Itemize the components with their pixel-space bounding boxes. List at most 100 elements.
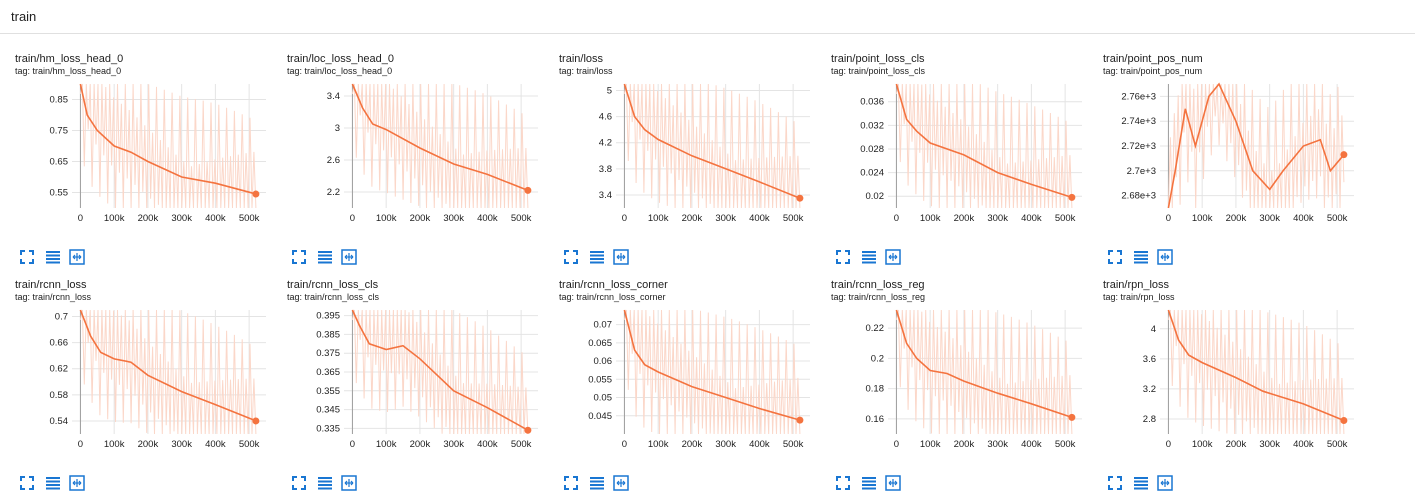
y-tick-label: 0.385 bbox=[316, 329, 340, 340]
x-tick-label: 200k bbox=[410, 213, 431, 224]
toggle-data-table-button[interactable] bbox=[1133, 249, 1149, 265]
x-tick-label: 100k bbox=[648, 439, 669, 450]
chart-plot[interactable]: 0 100k 200k 300k 400k 500k 2.68e+3 2.7e+3 2.72e+… bbox=[1088, 78, 1360, 238]
expand-chart-button[interactable] bbox=[1107, 249, 1123, 265]
x-tick-label: 200k bbox=[1226, 439, 1247, 450]
chart-plot[interactable]: 0 100k 200k 300k 400k 500k 3.4 3.8 4.2 4.6 5 bbox=[544, 78, 816, 238]
x-tick-label: 0 bbox=[622, 439, 627, 450]
toggle-data-table-button[interactable] bbox=[317, 475, 333, 491]
y-tick-label: 2.7e+3 bbox=[1127, 166, 1156, 177]
fullscreen-icon bbox=[836, 250, 850, 264]
last-point-marker bbox=[252, 190, 260, 198]
x-tick-label: 500k bbox=[1327, 213, 1348, 224]
y-tick-label: 2.6 bbox=[327, 155, 340, 166]
y-tick-label: 0.05 bbox=[594, 393, 613, 404]
x-tick-label: 400k bbox=[1021, 439, 1042, 450]
chart-card: train/hm_loss_head_0 tag: train/hm_loss_h… bbox=[0, 34, 272, 274]
list-icon bbox=[862, 251, 876, 264]
y-tick-label: 0.06 bbox=[594, 356, 613, 367]
fit-domain-button[interactable] bbox=[885, 249, 901, 265]
expand-chart-button[interactable] bbox=[291, 475, 307, 491]
last-point-marker bbox=[1340, 151, 1348, 159]
section-title: train bbox=[11, 9, 37, 24]
chart-plot[interactable]: 0 100k 200k 300k 400k 500k 0.16 0.18 0.2 0.22 bbox=[816, 304, 1088, 464]
list-icon bbox=[1134, 477, 1148, 490]
y-tick-label: 0.365 bbox=[316, 367, 340, 378]
chart-plot[interactable]: 0 100k 200k 300k 400k 500k 0.02 0.024 0.028 0.032… bbox=[816, 78, 1088, 238]
section-header[interactable]: train bbox=[0, 0, 1415, 34]
toggle-data-table-button[interactable] bbox=[1133, 475, 1149, 491]
fit-domain-icon bbox=[341, 249, 357, 265]
x-tick-label: 100k bbox=[648, 213, 669, 224]
toggle-data-table-button[interactable] bbox=[45, 249, 61, 265]
x-tick-label: 0 bbox=[1166, 439, 1171, 450]
fit-domain-button[interactable] bbox=[341, 249, 357, 265]
x-tick-label: 500k bbox=[783, 439, 804, 450]
x-tick-label: 300k bbox=[987, 213, 1008, 224]
x-tick-label: 0 bbox=[1166, 213, 1171, 224]
chart-plot[interactable]: 0 100k 200k 300k 400k 500k 2.2 2.6 3 3.4 bbox=[272, 78, 544, 238]
y-tick-label: 0.375 bbox=[316, 348, 340, 359]
y-tick-label: 0.02 bbox=[866, 191, 885, 202]
fullscreen-icon bbox=[20, 250, 34, 264]
fit-domain-button[interactable] bbox=[1157, 249, 1173, 265]
y-tick-label: 0.22 bbox=[866, 323, 885, 334]
fullscreen-icon bbox=[564, 476, 578, 490]
x-tick-label: 500k bbox=[783, 213, 804, 224]
chart-plot[interactable]: 0 100k 200k 300k 400k 500k 2.8 3.2 3.6 4 bbox=[1088, 304, 1360, 464]
fullscreen-icon bbox=[292, 250, 306, 264]
toggle-data-table-button[interactable] bbox=[861, 249, 877, 265]
toggle-data-table-button[interactable] bbox=[317, 249, 333, 265]
fit-domain-button[interactable] bbox=[69, 475, 85, 491]
chart-plot[interactable]: 0 100k 200k 300k 400k 500k 0.55 0.65 0.75 0.85 bbox=[0, 78, 272, 238]
toggle-data-table-button[interactable] bbox=[589, 249, 605, 265]
smoothed-series-line bbox=[1167, 309, 1345, 422]
toggle-data-table-button[interactable] bbox=[45, 475, 61, 491]
expand-chart-button[interactable] bbox=[19, 249, 35, 265]
chart-plot[interactable]: 0 100k 200k 300k 400k 500k 0.045 0.05 0.055 0.06 0… bbox=[544, 304, 816, 464]
y-tick-label: 2.2 bbox=[327, 187, 340, 198]
y-tick-label: 0.335 bbox=[316, 423, 340, 434]
x-tick-label: 0 bbox=[350, 439, 355, 450]
fit-domain-icon bbox=[613, 475, 629, 491]
x-tick-label: 300k bbox=[1259, 439, 1280, 450]
last-point-marker bbox=[524, 426, 532, 434]
toggle-data-table-button[interactable] bbox=[861, 475, 877, 491]
fullscreen-icon bbox=[1108, 250, 1122, 264]
fit-domain-icon bbox=[1157, 249, 1173, 265]
fit-domain-button[interactable] bbox=[69, 249, 85, 265]
x-tick-label: 500k bbox=[511, 213, 532, 224]
list-icon bbox=[46, 251, 60, 264]
raw-series-line bbox=[351, 83, 529, 209]
fit-domain-button[interactable] bbox=[1157, 475, 1173, 491]
y-tick-label: 0.036 bbox=[860, 97, 884, 108]
x-tick-label: 300k bbox=[443, 213, 464, 224]
fit-domain-button[interactable] bbox=[885, 475, 901, 491]
fullscreen-icon bbox=[564, 250, 578, 264]
y-tick-label: 0.16 bbox=[866, 414, 885, 425]
expand-chart-button[interactable] bbox=[563, 475, 579, 491]
fit-domain-button[interactable] bbox=[613, 475, 629, 491]
x-tick-label: 400k bbox=[749, 439, 770, 450]
fit-domain-button[interactable] bbox=[341, 475, 357, 491]
smoothed-series-line bbox=[895, 83, 1073, 199]
toggle-data-table-button[interactable] bbox=[589, 475, 605, 491]
expand-chart-button[interactable] bbox=[1107, 475, 1123, 491]
expand-chart-button[interactable] bbox=[19, 475, 35, 491]
chart-plot[interactable]: 0 100k 200k 300k 400k 500k 0.54 0.58 0.62 0.66 0.7 bbox=[0, 304, 272, 464]
chart-tag: tag: train/rcnn_loss_corner bbox=[559, 292, 666, 302]
fit-domain-button[interactable] bbox=[613, 249, 629, 265]
chart-tag: tag: train/loss bbox=[559, 66, 613, 76]
raw-series-line bbox=[79, 83, 257, 209]
x-tick-label: 100k bbox=[1192, 439, 1213, 450]
x-tick-label: 100k bbox=[104, 439, 125, 450]
y-tick-label: 0.75 bbox=[50, 126, 69, 137]
expand-chart-button[interactable] bbox=[835, 249, 851, 265]
chart-plot[interactable]: 0 100k 200k 300k 400k 500k 0.335 0.345 0.355 0.36… bbox=[272, 304, 544, 464]
x-tick-label: 100k bbox=[376, 213, 397, 224]
expand-chart-button[interactable] bbox=[563, 249, 579, 265]
expand-chart-button[interactable] bbox=[835, 475, 851, 491]
x-tick-label: 300k bbox=[715, 213, 736, 224]
expand-chart-button[interactable] bbox=[291, 249, 307, 265]
x-tick-label: 300k bbox=[171, 439, 192, 450]
